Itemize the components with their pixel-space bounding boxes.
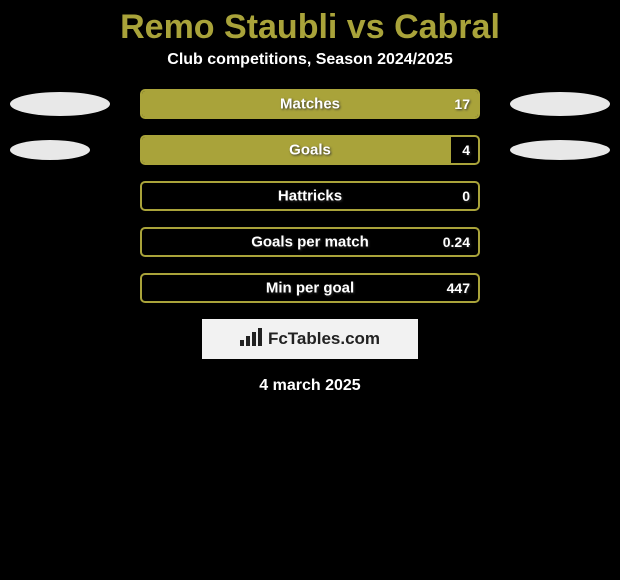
right-ellipse — [510, 92, 610, 116]
right-ellipse — [510, 140, 610, 160]
stat-row: Matches 17 — [0, 89, 620, 119]
stat-value: 447 — [447, 280, 470, 296]
stat-label: Min per goal — [266, 280, 354, 297]
branding-badge[interactable]: FcTables.com — [202, 319, 418, 359]
stat-value: 0.24 — [443, 234, 470, 250]
stat-bar: Hattricks 0 — [140, 181, 480, 211]
stat-label: Matches — [280, 96, 340, 113]
stat-bar: Goals 4 — [140, 135, 480, 165]
comparison-chart: Matches 17 Goals 4 Hattricks 0 Goals per… — [0, 89, 620, 303]
stat-bar: Goals per match 0.24 — [140, 227, 480, 257]
page-subtitle: Club competitions, Season 2024/2025 — [0, 51, 620, 89]
stat-row: Goals per match 0.24 — [0, 227, 620, 257]
stat-row: Hattricks 0 — [0, 181, 620, 211]
stat-bar: Matches 17 — [140, 89, 480, 119]
stat-label: Goals per match — [251, 234, 369, 251]
stat-row: Min per goal 447 — [0, 273, 620, 303]
stat-bar: Min per goal 447 — [140, 273, 480, 303]
stat-value: 0 — [462, 188, 470, 204]
page-title: Remo Staubli vs Cabral — [0, 0, 620, 51]
branding-text: FcTables.com — [268, 329, 380, 349]
stat-value: 17 — [454, 96, 470, 112]
left-ellipse — [10, 140, 90, 160]
stat-row: Goals 4 — [0, 135, 620, 165]
stat-label: Goals — [289, 142, 331, 159]
stat-label: Hattricks — [278, 188, 342, 205]
stat-value: 4 — [462, 142, 470, 158]
bars-icon — [240, 328, 262, 351]
left-ellipse — [10, 92, 110, 116]
date-label: 4 march 2025 — [0, 377, 620, 395]
